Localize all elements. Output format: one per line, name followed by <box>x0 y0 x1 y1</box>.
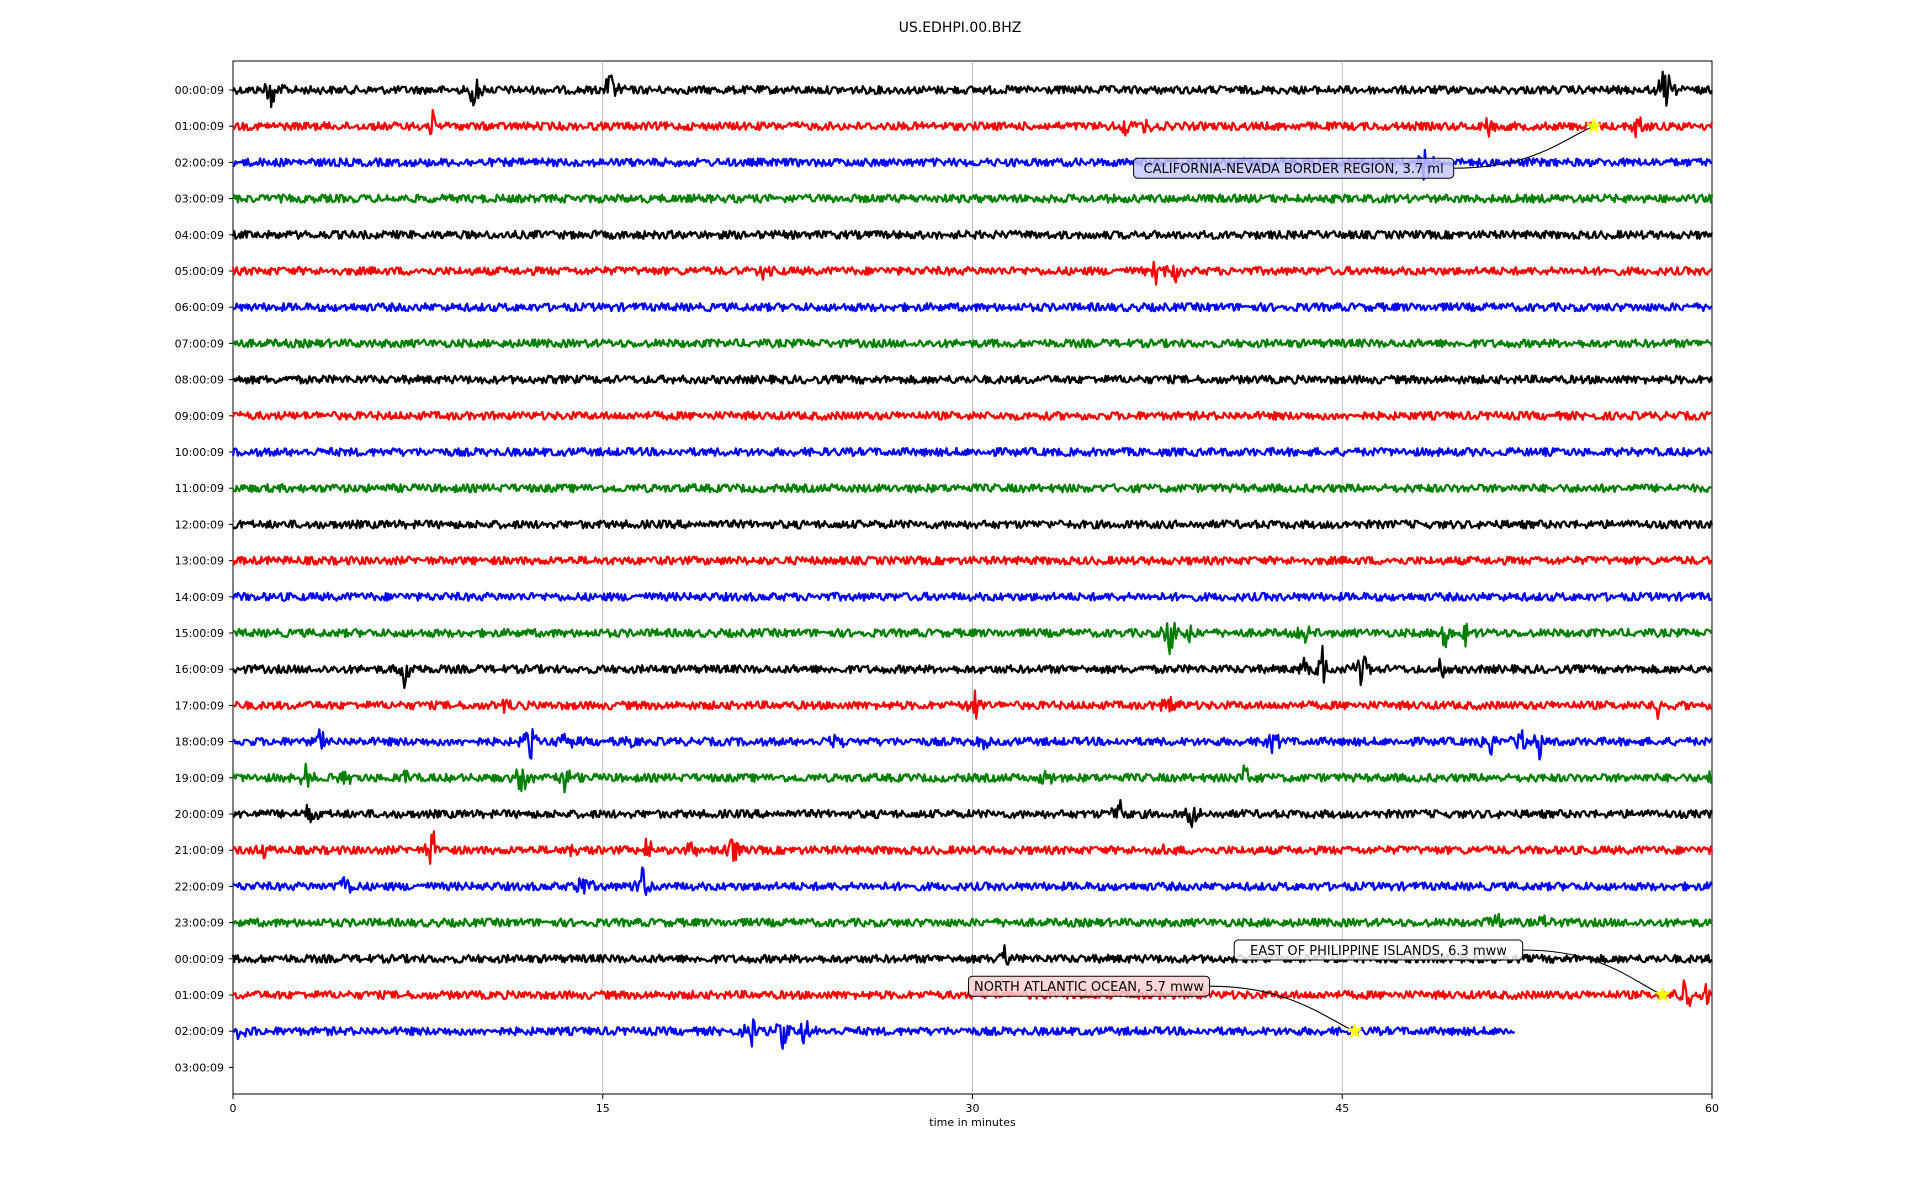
trace-row-16 <box>232 644 1713 689</box>
chart-title: US.EDHPI.00.BHZ <box>898 20 1022 36</box>
event-label-box <box>1233 939 1524 961</box>
x-tick-label: 15 <box>596 1102 610 1115</box>
row-time-label: 23:00:09 <box>175 917 224 930</box>
event-label: CALIFORNIA-NEVADA BORDER REGION, 3.7 ml <box>1144 162 1444 177</box>
row-time-label: 08:00:09 <box>175 374 224 387</box>
trace-row-20 <box>232 799 1713 828</box>
trace-row-5 <box>231 260 1713 286</box>
row-time-label: 14:00:09 <box>175 591 224 604</box>
event-label: NORTH ATLANTIC OCEAN, 5.7 mww <box>974 980 1204 995</box>
row-time-label: 01:00:09 <box>175 120 224 133</box>
trace-row-14 <box>231 591 1713 602</box>
row-time-label: 01:00:09 <box>175 989 224 1002</box>
row-time-label: 00:00:09 <box>175 84 224 97</box>
row-time-label: 16:00:09 <box>175 663 224 676</box>
trace-row-7 <box>232 338 1714 349</box>
event-star-marker <box>1585 117 1602 134</box>
row-time-label: 05:00:09 <box>175 265 224 278</box>
trace-row-12 <box>232 519 1714 530</box>
trace-row-2 <box>232 148 1713 181</box>
row-time-label: 17:00:09 <box>175 699 224 712</box>
row-time-label: 20:00:09 <box>175 808 224 821</box>
x-tick-label: 30 <box>966 1102 980 1115</box>
trace-row-26 <box>232 1018 1515 1050</box>
event-connector <box>1209 985 1355 1032</box>
row-time-label: 04:00:09 <box>175 229 224 242</box>
trace-row-10 <box>231 446 1713 458</box>
event-label-box <box>967 975 1211 997</box>
row-time-label: 00:00:09 <box>175 953 224 966</box>
trace-row-21 <box>232 830 1714 865</box>
row-time-label: 21:00:09 <box>175 844 224 857</box>
event-connector <box>1453 125 1594 169</box>
event-label: EAST OF PHILIPPINE ISLANDS, 6.3 mww <box>1250 944 1507 959</box>
trace-row-22 <box>232 866 1713 896</box>
trace-row-4 <box>231 229 1714 240</box>
row-time-label: 03:00:09 <box>175 193 224 206</box>
row-time-label: 07:00:09 <box>175 337 224 350</box>
trace-row-3 <box>231 193 1714 204</box>
row-time-label: 18:00:09 <box>175 736 224 749</box>
row-time-label: 11:00:09 <box>175 482 224 495</box>
x-tick-label: 60 <box>1705 1102 1719 1115</box>
row-time-label: 09:00:09 <box>175 410 224 423</box>
x-tick-label: 45 <box>1335 1102 1349 1115</box>
x-axis-label: time in minutes <box>929 1116 1016 1129</box>
event-star-marker <box>1346 1022 1363 1039</box>
event-label-box <box>1133 157 1455 179</box>
trace-row-18 <box>232 728 1713 761</box>
trace-row-0 <box>231 70 1714 109</box>
row-time-label: 12:00:09 <box>175 518 224 531</box>
event-connector <box>1522 949 1663 996</box>
trace-row-8 <box>232 374 1714 385</box>
row-time-label: 02:00:09 <box>175 1025 224 1038</box>
row-time-label: 02:00:09 <box>175 156 224 169</box>
trace-row-19 <box>232 762 1714 794</box>
row-time-label: 22:00:09 <box>175 880 224 893</box>
trace-row-9 <box>231 410 1713 421</box>
trace-row-17 <box>232 689 1713 720</box>
row-time-label: 10:00:09 <box>175 446 224 459</box>
trace-row-23 <box>232 912 1714 928</box>
row-time-label: 15:00:09 <box>175 627 224 640</box>
event-star-marker <box>1654 986 1671 1003</box>
row-time-label: 03:00:09 <box>175 1061 224 1074</box>
trace-row-15 <box>232 621 1713 656</box>
row-time-label: 19:00:09 <box>175 772 224 785</box>
trace-row-6 <box>232 302 1713 313</box>
trace-row-11 <box>232 483 1712 494</box>
row-time-label: 06:00:09 <box>175 301 224 314</box>
trace-row-1 <box>232 108 1714 139</box>
x-tick-label: 0 <box>230 1102 237 1115</box>
trace-row-13 <box>231 555 1713 566</box>
row-time-label: 13:00:09 <box>175 555 224 568</box>
